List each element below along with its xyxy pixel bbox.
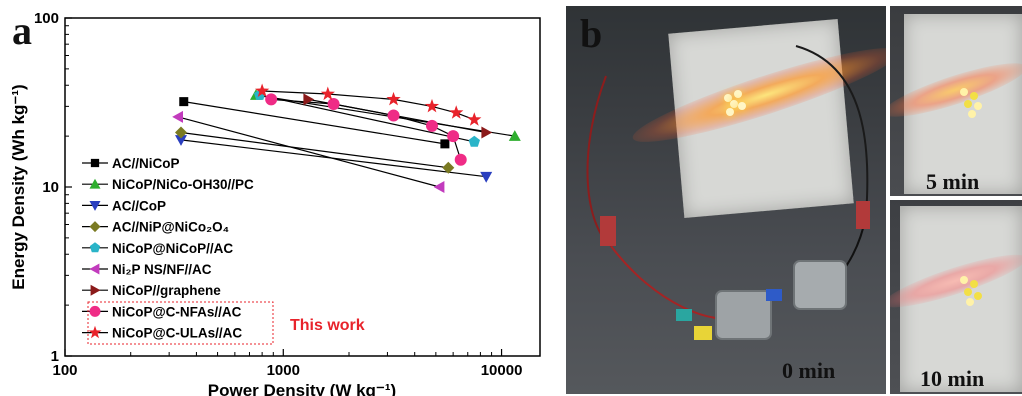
led-light [738,102,746,110]
legend-label: Ni₂P NS/NF//AC [112,262,212,277]
led-light [734,90,742,98]
data-point-marker [303,93,315,106]
series-line [262,90,475,121]
legend-marker [90,158,100,168]
x-axis-label: Power Density (W kg⁻¹) [208,381,396,396]
led-light [966,298,974,306]
led-light [960,276,968,284]
data-point-marker [387,109,400,122]
time-label-0-min: 0 min [782,358,836,383]
circuit-wires [586,45,870,340]
this-work-box [87,301,274,345]
legend-marker [89,242,101,253]
legend-label: AC//CoP [112,198,166,213]
led-light [974,292,982,300]
x-tick-label: 100 [52,362,77,379]
data-point-marker [320,86,335,101]
data-point-marker [425,119,438,132]
led-light [974,102,982,110]
photo-0-min: 0 min [566,6,886,394]
led-light [726,108,734,116]
legend-label: NiCoP@C-NFAs//AC [112,304,242,319]
legend-label: NiCoP@NiCoP//AC [112,241,233,256]
series-line [180,131,449,169]
axis-ticks: 100 1000 10000 1 10 100 [34,10,522,379]
series-line [178,116,440,188]
legend: AC//NiCoP NiCoP/NiCo-OH30//PC AC//CoP AC//N… [82,156,254,341]
y-tick-label: 1 [51,348,59,365]
this-work-annotation: This work [290,317,365,334]
led-light [970,280,978,288]
photo-10-min: 10 min [890,200,1022,394]
led-light [970,92,978,100]
legend-marker [89,305,101,317]
legend-label: AC//NiCoP [112,156,180,171]
legend-label: AC//NiP@NiCo₂O₄ [112,220,229,235]
data-point-marker [265,93,278,106]
series-line [183,101,445,145]
data-point-marker [447,130,460,143]
data-point-marker [255,83,270,97]
led-light [960,88,968,96]
data-point-marker [467,112,482,126]
legend-marker [88,325,102,339]
series-line [259,94,475,143]
data-point-marker [440,139,450,149]
x-tick-label: 1000 [267,362,300,379]
data-point-marker [454,153,467,166]
data-point-marker [481,126,493,139]
legend-label: NiCoP//graphene [112,283,221,298]
data-point-marker [172,110,183,123]
panel-a-label: a [12,8,32,53]
data-point-marker [480,171,493,183]
legend-marker [89,263,100,275]
photo-5-min: 5 min [890,6,1022,196]
panel-b-label: b [580,11,603,56]
legend-marker [89,221,101,233]
time-label-5-min: 5 min [926,169,980,194]
led-light [964,100,972,108]
data-point-marker [433,181,445,193]
series-lines [178,90,515,188]
energy-density-chart: a 100 1000 10000 1 10 100 AC//NiCoP NiCoP/NiCo… [9,8,541,396]
x-tick-label: 10000 [481,362,523,379]
data-point-marker [175,135,187,146]
data-point-marker [449,105,464,119]
data-point-marker [175,126,187,139]
y-axis-label: Energy Density (Wh kg⁻¹) [9,84,28,289]
y-tick-label: 100 [34,10,59,27]
led-light [968,110,976,118]
data-point-marker [327,97,340,110]
y-tick-label: 10 [42,179,59,196]
data-point-marker [442,161,455,174]
legend-marker [89,178,101,189]
led-light [964,288,972,296]
legend-label: NiCoP/NiCo-OH30//PC [112,177,254,192]
data-point-marker [468,135,480,147]
data-point-marker [424,98,440,113]
data-point-marker [508,130,521,141]
data-point-marker [179,97,189,107]
legend-label: NiCoP@C-ULAs//AC [112,326,242,341]
led-light [730,100,738,108]
legend-marker [89,201,101,211]
led-light [724,94,732,102]
legend-marker [90,284,101,296]
data-point-marker [386,91,401,106]
series-markers [172,83,521,193]
time-label-10-min: 10 min [920,366,985,391]
